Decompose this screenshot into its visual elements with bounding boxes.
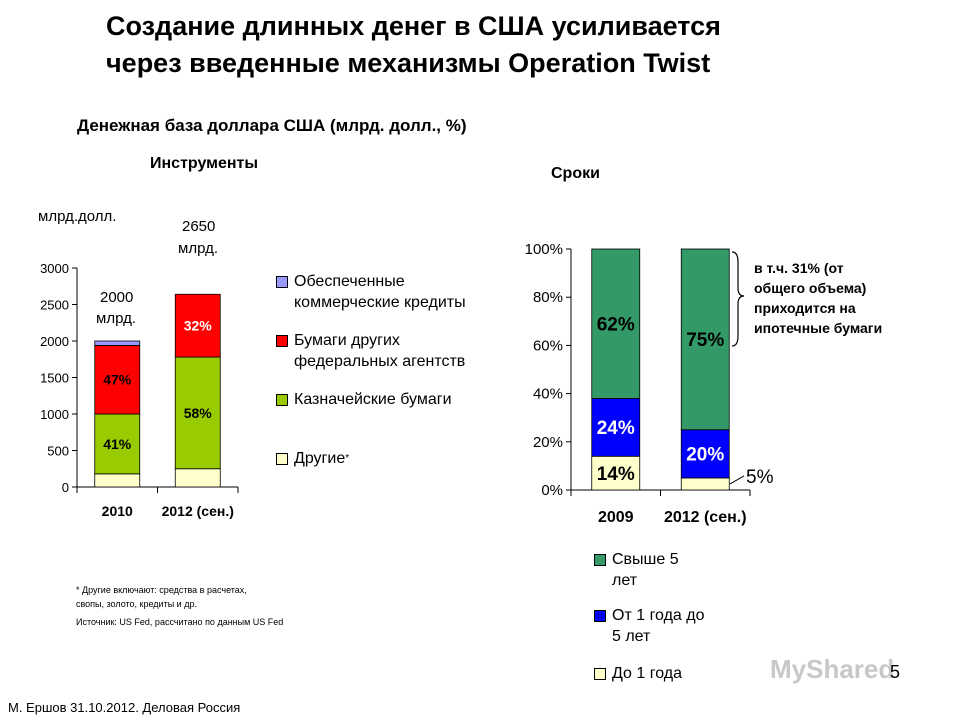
legend-swatch <box>594 554 606 566</box>
bar-segment <box>680 477 730 491</box>
x-category-label: 2012 (сен.) <box>162 503 234 519</box>
bar-data-label: 58% <box>184 405 213 421</box>
slide-title: Создание длинных денег в США усиливается… <box>106 8 926 82</box>
y-tick-label: 2000 <box>40 334 69 349</box>
annot-2012-value: 2650 <box>182 218 216 235</box>
legend-label-2: коммерческие кредиты <box>294 294 466 311</box>
right-section-title: Сроки <box>551 165 600 182</box>
left-legend-item-3: Другие * <box>276 448 349 469</box>
y-tick-label: 1500 <box>40 371 69 386</box>
left-unit-label: млрд.долл. <box>38 208 117 225</box>
bar-data-label: 24% <box>597 418 635 439</box>
legend-swatch <box>276 276 288 288</box>
bar-data-label: 41% <box>103 436 132 452</box>
y-tick-label: 2500 <box>40 298 69 313</box>
x-category-label: 2012 (сен.) <box>664 509 747 526</box>
legend-label-2: федеральных агентств <box>294 353 466 370</box>
bar-segment <box>174 356 221 470</box>
source-note: Источник: US Fed, рассчитано по данным U… <box>76 617 284 627</box>
y-tick-label: 0% <box>541 482 563 499</box>
legend-label-2: 5 лет <box>612 628 651 645</box>
bar-segment <box>94 473 141 488</box>
title-line-1: Создание длинных денег в США усиливается <box>106 11 721 41</box>
legend-label: Обеспеченные <box>294 273 405 290</box>
chart-subtitle: Денежная база доллара США (млрд. долл., … <box>77 116 467 135</box>
leader-line <box>729 475 745 485</box>
page-number: 5 <box>890 662 901 682</box>
bar-segment <box>591 248 641 399</box>
legend-sup: * <box>345 453 350 464</box>
bar-segment <box>174 293 221 358</box>
legend-label: Другие <box>294 450 346 467</box>
right-legend-item-1: От 1 года до 5 лет <box>594 605 705 647</box>
y-tick-label: 1000 <box>40 407 69 422</box>
legend-label: Бумаги других <box>294 332 400 349</box>
legend-label: До 1 года <box>612 665 682 682</box>
y-tick-label: 100% <box>525 241 563 258</box>
bar-segment <box>174 468 221 488</box>
brace-note-line-1: в т.ч. 31% (от <box>754 260 844 276</box>
bar-data-label: 62% <box>597 314 635 335</box>
bar-data-label-external: 5% <box>746 467 774 488</box>
bar-segment <box>94 344 141 415</box>
y-tick-label: 3000 <box>40 261 69 276</box>
x-category-label: 2009 <box>598 509 634 526</box>
annot-2012-unit: млрд. <box>178 240 218 257</box>
legend-label: От 1 года до <box>612 607 705 624</box>
x-category-label: 2010 <box>102 503 133 519</box>
bar-data-label: 75% <box>686 330 724 351</box>
footnote-line-1: * Другие включают: средства в расчетах, <box>76 585 247 595</box>
brace-note: в т.ч. 31% (от общего объема) приходится… <box>754 258 882 338</box>
chart-left-instruments: 0 500 1000 1500 2000 2500 3000 2010 41% 47% 2012 (… <box>40 261 239 519</box>
y-tick-label: 0 <box>62 480 69 495</box>
legend-label-2: лет <box>612 572 638 589</box>
annot-2010-value: 2000 <box>100 289 134 306</box>
left-legend-item-2: Казначейские бумаги <box>276 389 452 410</box>
y-tick-label: 80% <box>533 289 563 306</box>
legend-label: Казначейские бумаги <box>294 391 452 408</box>
y-tick-label: 20% <box>533 434 563 451</box>
bar-data-label: 20% <box>686 445 724 466</box>
bar-data-label: 32% <box>184 318 213 334</box>
y-tick-label: 500 <box>47 444 69 459</box>
bar-data-label: 47% <box>103 372 132 388</box>
bar-segment <box>94 413 141 475</box>
right-legend-item-2: До 1 года <box>594 663 682 684</box>
brace-bracket <box>731 251 745 347</box>
y-tick-label: 60% <box>533 337 563 354</box>
brace-note-line-3: приходится на <box>754 300 856 316</box>
right-legend-item-0: Свыше 5 лет <box>594 549 679 591</box>
brace-note-line-4: ипотечные бумаги <box>754 320 883 336</box>
annot-2010-unit: млрд. <box>96 310 136 327</box>
bar-data-label: 14% <box>597 464 635 485</box>
legend-swatch <box>594 668 606 680</box>
left-section-title: Инструменты <box>150 155 259 172</box>
footnote: * Другие включают: средства в расчетах, … <box>76 583 283 629</box>
title-line-2: через введенные механизмы Operation Twis… <box>106 48 711 78</box>
footnote-line-2: свопы, золото, кредиты и др. <box>76 599 197 609</box>
bar-segment <box>680 429 730 479</box>
legend-label: Свыше 5 <box>612 551 679 568</box>
footer-text: М. Ершов 31.10.2012. Деловая Россия <box>8 700 241 715</box>
legend-swatch <box>276 453 288 465</box>
chart-right-terms: 0% 20% 40% 60% 80% 100% 2009 14% 24% 62% 2012 (сен… <box>525 241 774 526</box>
brace-note-line-2: общего объема) <box>754 280 867 296</box>
bar-segment <box>591 398 641 457</box>
bar-segment <box>680 248 730 431</box>
legend-swatch <box>594 610 606 622</box>
legend-swatch <box>276 335 288 347</box>
bar-segment <box>94 340 141 346</box>
left-legend-item-0: Обеспеченные коммерческие кредиты <box>276 271 466 313</box>
y-tick-label: 40% <box>533 386 563 403</box>
legend-swatch <box>276 394 288 406</box>
watermark-logo: MyShared <box>770 654 895 684</box>
left-legend-item-1: Бумаги других федеральных агентств <box>276 330 465 372</box>
